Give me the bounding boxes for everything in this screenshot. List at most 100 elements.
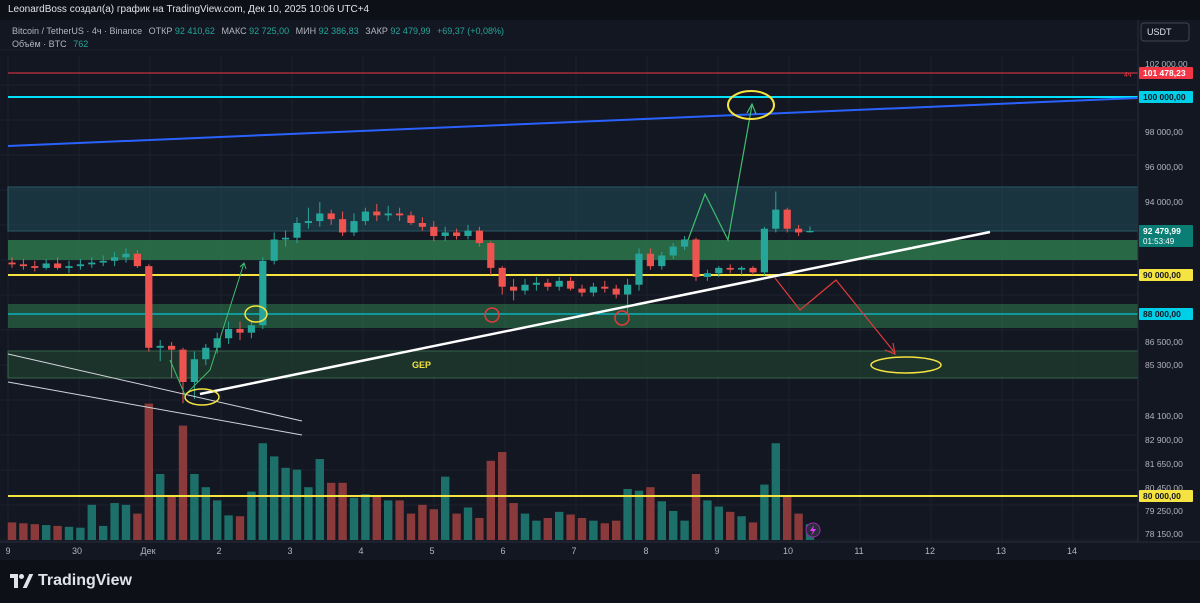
volume-bar <box>452 513 461 540</box>
brand-name: TradingView <box>38 572 132 589</box>
volume-bar <box>691 474 701 540</box>
time-tick-label: 2 <box>216 546 221 556</box>
volume-bar <box>600 523 609 540</box>
legend-close-value: 92 479,99 <box>390 26 430 36</box>
legend-open-label: ОТКР <box>149 26 173 36</box>
currency-button[interactable]: USDT <box>1140 22 1190 42</box>
horizontal-levels: 4ч <box>7 72 1139 497</box>
candle-body <box>31 266 39 268</box>
candle-body <box>122 253 130 258</box>
volume-bar <box>361 494 370 540</box>
price-axis-background <box>1138 20 1200 545</box>
volume-bar <box>258 443 267 540</box>
volume-bar <box>794 513 803 540</box>
volume-bar <box>19 523 28 540</box>
candle-body <box>555 280 563 287</box>
footer: TradingView <box>0 560 1200 603</box>
price-label: 100 000,00 <box>1143 92 1186 102</box>
candle-body <box>703 273 711 277</box>
volume-bar <box>110 503 119 540</box>
candle-body <box>795 228 803 233</box>
legend-low-value: 92 386,83 <box>319 26 359 36</box>
candlestick-chart[interactable]: 4ч GEP 102 000,00 98 000,00 96 000,00 94 00… <box>0 20 1200 560</box>
candle-body <box>179 349 187 382</box>
time-tick-label: 5 <box>429 546 434 556</box>
candle-body <box>247 325 255 333</box>
candle-body <box>65 266 73 268</box>
volume-bar <box>395 500 404 540</box>
tradingview-logo[interactable]: TradingView <box>10 572 132 590</box>
candle-body <box>749 267 757 273</box>
volume-bar <box>349 497 359 540</box>
price-axis[interactable]: 102 000,00 98 000,00 96 000,00 94 000,00 86 … <box>1137 20 1200 560</box>
candle-body <box>99 260 107 263</box>
volume-bar <box>133 513 142 540</box>
target-ellipse-top <box>727 90 775 120</box>
volume-bar <box>87 504 96 540</box>
price-tick-label: 86 500,00 <box>1145 337 1183 347</box>
red-circle-2 <box>614 310 630 326</box>
gap-label: GEP <box>412 360 431 370</box>
price-tick-label: 82 900,00 <box>1145 435 1183 445</box>
candle-body <box>133 253 141 267</box>
candle-body <box>453 232 461 236</box>
green-arrow-head-1 <box>239 262 247 270</box>
time-tick-label: 30 <box>72 546 82 556</box>
price-label-box <box>1139 225 1193 247</box>
volume-bar <box>121 504 131 540</box>
candle-body <box>544 282 552 287</box>
time-tick-label: 9 <box>714 546 719 556</box>
chart-caption: LeonardBoss создал(а) график на TradingV… <box>8 4 370 15</box>
volume-bar <box>338 482 347 540</box>
volume-bar <box>714 506 723 540</box>
candle-body <box>510 286 518 291</box>
volume-bar <box>703 500 712 540</box>
price-countdown: 01:53:49 <box>1143 237 1175 246</box>
candle-body <box>168 345 176 350</box>
volume-bar <box>418 504 427 540</box>
volume-bar <box>623 488 632 540</box>
green-arrow-head-2 <box>746 102 757 115</box>
green-arrow-path-2 <box>687 104 753 242</box>
time-tick-label: 6 <box>500 546 505 556</box>
time-axis[interactable]: 9 30 Дек 2 3 4 5 6 7 8 9 10 11 12 13 14 <box>0 541 1200 560</box>
volume-bar <box>555 511 564 540</box>
volume-bar <box>646 487 655 540</box>
candle-body <box>8 262 16 265</box>
volume-bar <box>201 487 210 540</box>
candle-body <box>806 231 814 233</box>
candle-body <box>669 246 677 256</box>
price-label-box <box>1139 91 1193 103</box>
channel-line-lower <box>7 381 303 436</box>
svg-text:Объём · BTC 762: Объём · BTC 762 <box>12 39 88 49</box>
candle-body <box>350 221 358 233</box>
candle-body <box>373 211 381 216</box>
volume-bar <box>99 525 108 540</box>
volume-bar <box>634 490 644 540</box>
time-tick-label: 8 <box>643 546 648 556</box>
time-tick-label: 13 <box>996 546 1006 556</box>
target-ellipse-bottom <box>870 356 942 374</box>
time-tick-label: 7 <box>571 546 576 556</box>
volume-bar <box>509 503 518 540</box>
zones <box>7 186 1139 379</box>
time-tick-label: 9 <box>5 546 10 556</box>
volume-bar <box>53 525 62 540</box>
volume-bar <box>372 496 381 540</box>
volume-bar <box>7 522 17 540</box>
candle-body <box>612 288 620 295</box>
volume-bar <box>304 487 313 540</box>
price-label: 92 479,99 <box>1143 226 1181 236</box>
volume-bar <box>235 516 245 540</box>
candle-body <box>316 213 324 222</box>
candle-body <box>145 266 153 348</box>
chart-area[interactable]: 4ч GEP 102 000,00 98 000,00 96 000,00 94 00… <box>0 20 1200 560</box>
candle-body <box>76 264 84 267</box>
volume-bar <box>783 496 792 540</box>
price-tick-label: 85 300,00 <box>1145 360 1183 370</box>
candle-body <box>464 230 472 236</box>
price-tick-label: 96 000,00 <box>1145 162 1183 172</box>
candle-body <box>236 328 244 333</box>
price-label: 90 000,00 <box>1143 270 1181 280</box>
candle-body <box>225 328 233 339</box>
